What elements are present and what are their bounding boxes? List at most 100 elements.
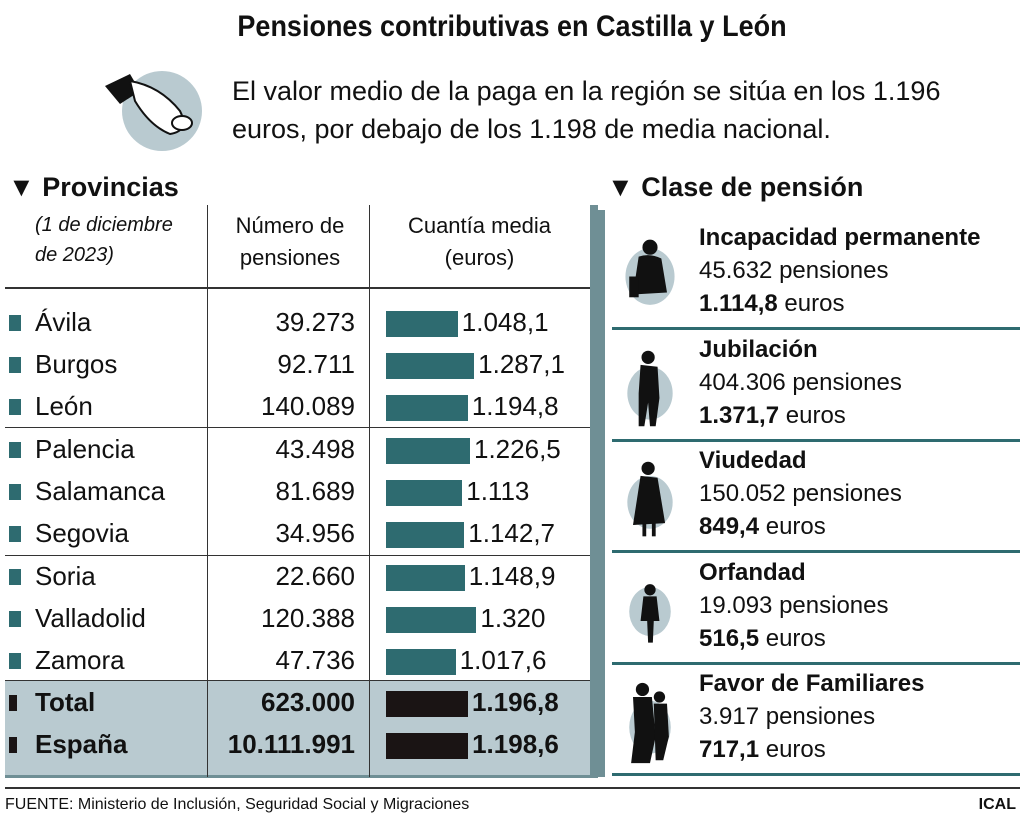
pension-count: 39.273: [275, 307, 355, 337]
pension-count: 150.052 pensiones: [699, 480, 902, 507]
province-name: Salamanca: [35, 476, 166, 506]
table-row: Segovia 34.956 1.142,7: [5, 514, 590, 556]
amount-value: 1.371,7: [699, 401, 780, 429]
province-name: Zamora: [35, 645, 125, 675]
pension-amount: 849,4 euros: [699, 513, 826, 541]
pension-type-name: Orfandad: [699, 558, 806, 586]
province-name: Ávila: [35, 307, 92, 337]
table-row: Ávila 39.273 1.048,1: [5, 303, 590, 345]
page-title: Pensiones contributivas en Castilla y Le…: [237, 10, 787, 43]
amount-value: 516,5: [699, 624, 760, 652]
amount-bar: [386, 438, 470, 464]
amount-label: 1.320: [480, 603, 546, 633]
pension-type-card: Jubilación 404.306 pensiones 1.371,7 euros: [612, 328, 1020, 442]
footer-rule: [5, 787, 1020, 789]
amount-unit: euros: [765, 513, 826, 540]
province-name: Total: [35, 687, 96, 717]
amount-bar: [386, 480, 463, 506]
source: FUENTE: Ministerio de Inclusión, Segurid…: [5, 796, 470, 813]
amount-label: 1.048,1: [461, 307, 549, 337]
pension-count: 19.093 pensiones: [699, 591, 889, 619]
pension-count: 623.000: [261, 687, 355, 717]
amount-label: 1.198,6: [472, 729, 559, 759]
pension-count: 34.956: [275, 518, 355, 548]
amount-value: 717,1: [699, 736, 760, 763]
pension-count: 43.498: [275, 434, 355, 464]
row-marker: [9, 315, 21, 331]
heading-text: Provincias: [42, 172, 179, 202]
amount-value: 849,4: [699, 513, 760, 540]
amount-label: 1.196,8: [471, 687, 559, 717]
provinces-table: (1 de diciembre de 2023) Número de pensi…: [5, 205, 598, 778]
pension-count: 22.660: [275, 561, 355, 591]
amount-bar: [386, 311, 458, 337]
pension-count: 404.306 pensiones: [699, 368, 902, 396]
table-row: España 10.111.991 1.198,6: [5, 725, 590, 767]
pension-type-card: Orfandad 19.093 pensiones 516,5 euros: [612, 551, 1020, 665]
pension-type-name: Viudedad: [699, 447, 807, 474]
amount-bar: [386, 565, 465, 591]
row-marker: [9, 695, 17, 711]
row-marker: [9, 357, 21, 373]
amount-unit: euros: [784, 290, 845, 317]
pension-count: 47.736: [275, 645, 355, 675]
table-row: Palencia 43.498 1.226,5: [5, 430, 590, 472]
pension-type-name: Jubilación: [699, 335, 818, 363]
amount-label: 1.148,9: [468, 561, 556, 591]
province-name: León: [35, 391, 93, 421]
pension-amount: 516,5 euros: [699, 625, 826, 653]
pension-amount: 1.114,8 euros: [699, 290, 844, 318]
row-marker: [9, 653, 21, 669]
pension-type-card: Favor de Familiares 3.917 pensiones 717,1 …: [612, 662, 1020, 776]
heading-text: Clase de pensión: [641, 172, 864, 202]
pension-amount: 1.371,7 euros: [699, 402, 846, 430]
province-name: Soria: [35, 561, 96, 591]
province-name: España: [35, 729, 128, 759]
amount-label: 1.113: [466, 476, 530, 506]
person-silhouette-icon: [627, 350, 673, 426]
date-note: (1 de diciembre de 2023): [35, 214, 173, 266]
person-silhouette-icon: [629, 583, 671, 643]
triangle-down-icon: ▼: [607, 172, 634, 202]
provincias-heading: ▼ Provincias: [8, 172, 179, 203]
triangle-down-icon: ▼: [8, 172, 35, 202]
pension-count: 120.388: [261, 603, 355, 633]
table-border: [590, 205, 598, 777]
totals-background: [5, 680, 590, 777]
person-silhouette-icon: [625, 239, 675, 305]
amount-unit: euros: [765, 624, 826, 652]
province-name: Valladolid: [35, 603, 146, 633]
pension-count: 81.689: [275, 476, 355, 506]
row-marker: [9, 569, 21, 585]
table-border: [5, 775, 598, 778]
col-header-amount: Cuantía media (euros): [407, 213, 552, 270]
province-name: Segovia: [35, 518, 129, 548]
row-marker: [9, 737, 17, 753]
amount-bar: [386, 691, 468, 717]
row-marker: [9, 526, 21, 542]
pension-count: 45.632 pensiones: [699, 257, 889, 284]
pension-count: 3.917 pensiones: [699, 703, 876, 730]
table-row: Zamora 47.736 1.017,6: [5, 641, 590, 683]
table-row: Soria 22.660 1.148,9: [5, 557, 590, 599]
table-row: León 140.089 1.194,8: [5, 387, 590, 429]
province-name: Burgos: [35, 349, 118, 379]
row-marker: [9, 442, 21, 458]
amount-bar: [386, 649, 456, 675]
amount-value: 1.114,8: [699, 290, 778, 317]
table-row: Total 623.000 1.196,8: [5, 683, 590, 725]
pension-type-card: Incapacidad permanente 45.632 pensiones 1.…: [612, 216, 1020, 330]
clase-heading: ▼ Clase de pensión: [607, 172, 863, 203]
person-silhouette-icon: [627, 461, 673, 537]
pension-amount: 717,1 euros: [699, 736, 826, 764]
amount-bar: [386, 522, 465, 548]
row-marker: [9, 399, 21, 415]
amount-bar: [386, 395, 468, 421]
province-name: Palencia: [35, 434, 135, 464]
amount-label: 1.226,5: [474, 434, 561, 464]
subtitle: El valor medio de la paga en la región s…: [232, 76, 941, 144]
pension-type-card: Viudedad 150.052 pensiones 849,4 euros: [612, 439, 1020, 553]
amount-bar: [386, 353, 475, 379]
pension-count: 140.089: [261, 391, 355, 421]
amount-unit: euros: [785, 401, 846, 429]
